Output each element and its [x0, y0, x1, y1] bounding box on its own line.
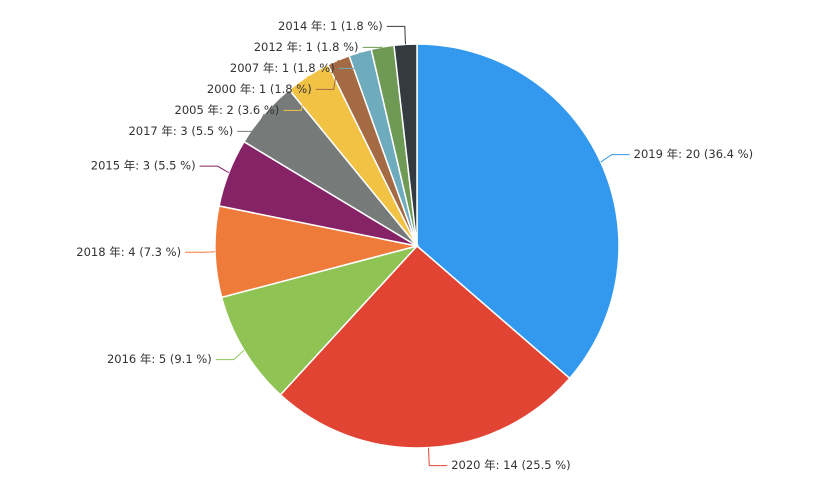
leader-line: [283, 75, 309, 111]
slice-label: 2007 年: 1 (1.8 %): [230, 61, 335, 75]
slice-label: 2000 年: 1 (1.8 %): [207, 82, 312, 96]
slice-label: 2020 年: 14 (25.5 %): [451, 458, 570, 472]
leader-line: [185, 251, 216, 253]
leader-line: [600, 154, 630, 163]
slice-label: 2005 年: 2 (3.6 %): [175, 103, 280, 117]
slice-label: 2018 年: 4 (7.3 %): [76, 245, 181, 259]
leader-line: [237, 113, 265, 132]
slice-label: 2012 年: 1 (1.8 %): [254, 40, 359, 54]
leader-line: [315, 59, 339, 90]
slice-label: 2014 年: 1 (1.8 %): [278, 19, 383, 33]
pie-slice: [416, 43, 620, 380]
leader-line: [386, 25, 406, 45]
slice-label: 2016 年: 5 (9.1 %): [107, 352, 212, 366]
slice-label: 2017 年: 3 (5.5 %): [128, 124, 233, 138]
leader-line: [338, 52, 361, 69]
slice-label: 2015 年: 3 (5.5 %): [91, 159, 196, 173]
leader-line: [428, 447, 448, 467]
slice-label: 2019 年: 20 (36.4 %): [634, 147, 753, 161]
pie-slice: [279, 244, 571, 449]
leader-line: [199, 165, 230, 174]
leader-line: [215, 349, 245, 361]
pie-slice: [393, 43, 418, 247]
